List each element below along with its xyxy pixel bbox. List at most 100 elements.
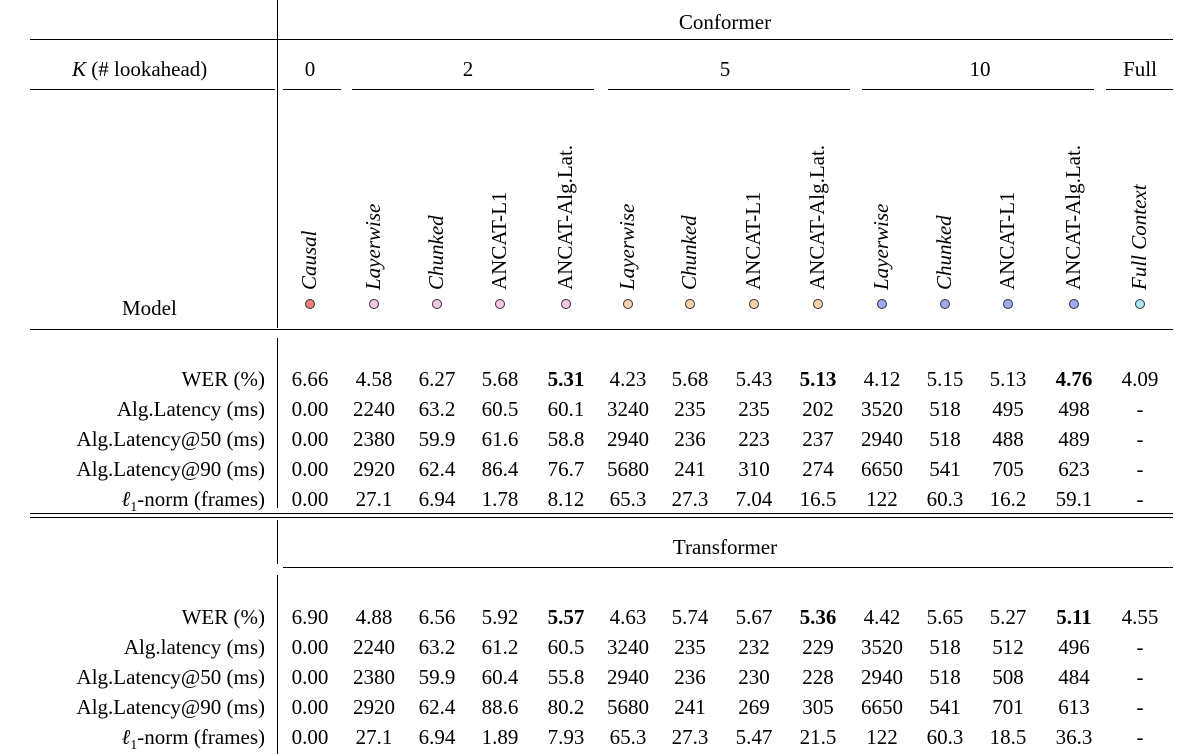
- transformer_rows-cell-2-6: 236: [674, 665, 706, 689]
- transformer_rows-cell-0-8: 5.36: [799, 605, 837, 629]
- transformer_rows-cell-0-6: 5.74: [671, 605, 709, 629]
- model-color-dot-13: [1135, 299, 1145, 309]
- rule-k-2: [352, 89, 594, 90]
- transformer_rows-cell-3-3: 88.6: [481, 695, 519, 719]
- conformer_rows-cell-3-0: 0.00: [291, 457, 329, 481]
- transformer_rows-cell-1-3: 61.2: [481, 635, 519, 659]
- transformer_rows-cell-2-1: 2380: [353, 665, 395, 689]
- conformer_rows-label-text-4: -norm (frames): [137, 487, 265, 511]
- conformer_rows-cell-2-3: 61.6: [481, 427, 519, 451]
- transformer_rows-cell-0-3: 5.92: [481, 605, 519, 629]
- conformer_rows-cell-3-9: 6650: [861, 457, 903, 481]
- conformer_rows-cell-4-12: 59.1: [1055, 487, 1093, 511]
- model-label-2: Chunked: [424, 215, 448, 290]
- conformer_rows-cell-3-8: 274: [802, 457, 834, 481]
- conformer_rows-cell-0-4: 5.31: [547, 367, 585, 391]
- model-label: Model: [122, 296, 177, 320]
- transformer_rows-label-math-4: ℓ: [121, 725, 131, 749]
- conformer_rows-cell-2-7: 223: [738, 427, 770, 451]
- k-lookahead-label: K (# lookahead): [72, 59, 207, 80]
- k-group-5: 5: [719, 57, 731, 81]
- rule-k-group: [30, 89, 275, 90]
- conformer_rows-cell-0-7: 5.43: [735, 367, 773, 391]
- transformer_rows-cell-0-9: 4.42: [863, 605, 901, 629]
- transformer_rows-cell-2-7: 230: [738, 665, 770, 689]
- conformer_rows-cell-4-13: -: [1136, 487, 1144, 511]
- model-color-dot-3: [495, 299, 505, 309]
- conformer_rows-cell-2-8: 237: [802, 427, 834, 451]
- conformer_rows-cell-0-5: 4.23: [609, 367, 647, 391]
- conformer_rows-cell-0-0: 6.66: [291, 367, 329, 391]
- transformer_rows-cell-3-5: 5680: [607, 695, 649, 719]
- model-color-dot-10: [940, 299, 950, 309]
- transformer_rows-label-text-4: -norm (frames): [137, 725, 265, 749]
- vsep-transformer-title: [277, 520, 278, 564]
- model-color-dot-2: [432, 299, 442, 309]
- conformer_rows-cell-4-10: 60.3: [926, 487, 964, 511]
- conformer_rows-cell-1-9: 3520: [861, 397, 903, 421]
- rule-k-0: [283, 89, 341, 90]
- transformer_rows-cell-4-4: 7.93: [547, 725, 585, 749]
- transformer_rows-cell-1-4: 60.5: [547, 635, 585, 659]
- model-color-dot-7: [749, 299, 759, 309]
- rule-model-header: [30, 329, 1173, 330]
- conformer_rows-cell-1-11: 495: [992, 397, 1024, 421]
- model-label-0: Causal: [297, 230, 321, 290]
- transformer_rows-cell-1-0: 0.00: [291, 635, 329, 659]
- rule-double-2: [30, 517, 1173, 518]
- transformer_rows-cell-2-5: 2940: [607, 665, 649, 689]
- transformer-title: Transformer: [672, 535, 778, 559]
- transformer_rows-cell-1-2: 63.2: [418, 635, 456, 659]
- transformer_rows-cell-4-8: 21.5: [799, 725, 837, 749]
- transformer_rows-cell-2-10: 518: [929, 665, 961, 689]
- rule-transformer-title: [283, 567, 1173, 568]
- model-label-6: Chunked: [677, 215, 701, 290]
- conformer_rows-cell-0-13: 4.09: [1121, 367, 1159, 391]
- conformer_rows-cell-3-12: 623: [1058, 457, 1090, 481]
- conformer_rows-cell-2-11: 488: [992, 427, 1024, 451]
- conformer_rows-cell-2-2: 59.9: [418, 427, 456, 451]
- transformer_rows-cell-3-2: 62.4: [418, 695, 456, 719]
- conformer_rows-cell-3-1: 2920: [353, 457, 395, 481]
- model-label-12: ANCAT-Alg.Lat.: [1061, 144, 1085, 290]
- conformer_rows-cell-1-2: 63.2: [418, 397, 456, 421]
- model-label-3: ANCAT-L1: [487, 191, 511, 290]
- conformer_rows-cell-1-6: 235: [674, 397, 706, 421]
- conformer_rows-cell-3-10: 541: [929, 457, 961, 481]
- transformer_rows-cell-2-0: 0.00: [291, 665, 329, 689]
- model-label-8: ANCAT-Alg.Lat.: [805, 144, 829, 290]
- transformer_rows-cell-3-11: 701: [992, 695, 1024, 719]
- k-group-2: 2: [462, 57, 474, 81]
- conformer_rows-cell-1-10: 518: [929, 397, 961, 421]
- rule-k-5: [608, 89, 850, 90]
- conformer_rows-cell-2-6: 236: [674, 427, 706, 451]
- transformer_rows-cell-0-7: 5.67: [735, 605, 773, 629]
- model-label-7: ANCAT-L1: [741, 191, 765, 290]
- vsep-conformer-body: [277, 338, 278, 508]
- transformer_rows-cell-0-4: 5.57: [547, 605, 585, 629]
- conformer_rows-cell-4-2: 6.94: [418, 487, 456, 511]
- rule-top-conformer: [30, 39, 1173, 40]
- conformer_rows-cell-3-11: 705: [992, 457, 1024, 481]
- transformer_rows-cell-3-10: 541: [929, 695, 961, 719]
- conformer_rows-cell-2-1: 2380: [353, 427, 395, 451]
- transformer_rows-cell-0-0: 6.90: [291, 605, 329, 629]
- model-label-4: ANCAT-Alg.Lat.: [553, 144, 577, 290]
- conformer_rows-cell-1-1: 2240: [353, 397, 395, 421]
- conformer_rows-cell-2-13: -: [1136, 427, 1144, 451]
- conformer_rows-cell-4-11: 16.2: [989, 487, 1027, 511]
- transformer_rows-cell-3-13: -: [1136, 695, 1144, 719]
- conformer_rows-cell-1-5: 3240: [607, 397, 649, 421]
- conformer_rows-cell-3-6: 241: [674, 457, 706, 481]
- model-color-dot-12: [1069, 299, 1079, 309]
- conformer_rows-cell-1-0: 0.00: [291, 397, 329, 421]
- transformer_rows-cell-1-7: 232: [738, 635, 770, 659]
- transformer_rows-cell-1-10: 518: [929, 635, 961, 659]
- transformer_rows-cell-1-13: -: [1136, 635, 1144, 659]
- transformer_rows-cell-3-4: 80.2: [547, 695, 585, 719]
- transformer_rows-cell-2-12: 484: [1058, 665, 1090, 689]
- conformer_rows-label-2: Alg.Latency@50 (ms): [76, 427, 265, 451]
- rule-double-1: [30, 513, 1173, 514]
- k-group-10: 10: [969, 57, 991, 81]
- model-label-1: Layerwise: [361, 203, 385, 290]
